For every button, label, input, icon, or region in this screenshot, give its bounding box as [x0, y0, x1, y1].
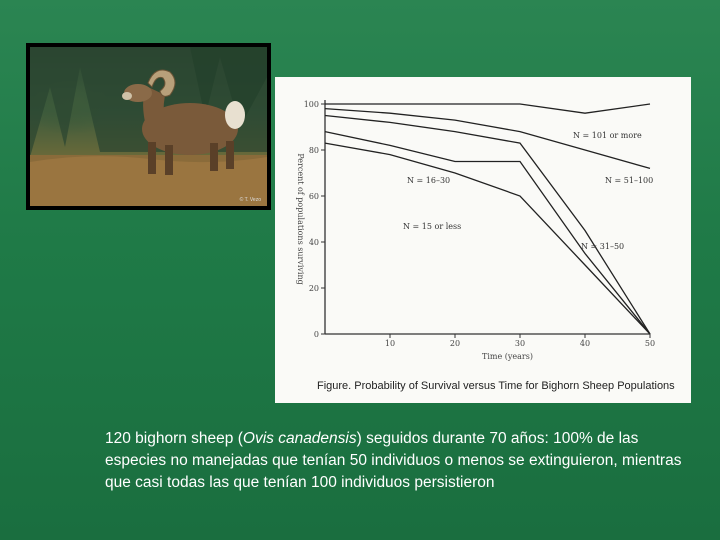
series-label: N = 101 or more [573, 131, 642, 140]
x-tick-label: 30 [515, 339, 525, 348]
bighorn-sheep-illustration [30, 47, 267, 206]
y-axis-label: Percent of populations surviving [296, 153, 305, 284]
series-label: N = 51–100 [605, 176, 653, 185]
series-label: N = 15 or less [403, 222, 461, 231]
y-tick-label: 80 [309, 146, 319, 155]
chart-axes [321, 100, 651, 338]
series-line [325, 103, 651, 114]
chart-labels: 0 20 40 60 80 100 10 20 30 40 50 Time (years) Percen… [296, 100, 675, 392]
survival-chart: 0 20 40 60 80 100 10 20 30 40 50 Time (years) Percen… [296, 100, 675, 392]
survival-chart-panel: 0 20 40 60 80 100 10 20 30 40 50 Time (years) Percen… [275, 77, 691, 403]
y-tick-label: 40 [309, 238, 319, 247]
x-tick-label: 50 [645, 339, 655, 348]
series-line [324, 114, 651, 335]
chart-title: Figure. Probability of Survival versus T… [317, 380, 675, 392]
x-axis-label: Time (years) [482, 352, 533, 361]
slide-caption: 120 bighorn sheep (Ovis canadensis) segu… [105, 428, 695, 494]
caption-text-before: 120 bighorn sheep ( [105, 430, 243, 447]
y-tick-label: 20 [309, 284, 319, 293]
caption-species: Ovis canadensis [242, 430, 357, 447]
y-tick-label: 60 [309, 192, 319, 201]
series-label: N = 31–50 [581, 242, 624, 251]
chart-series [324, 103, 651, 335]
x-tick-label: 10 [385, 339, 395, 348]
series-label: N = 16–30 [407, 176, 450, 185]
bighorn-sheep-photo-frame: © T. Vezo [26, 43, 271, 210]
x-tick-label: 20 [450, 339, 460, 348]
series-line [324, 130, 651, 335]
series-line [324, 142, 651, 335]
x-tick-label: 40 [580, 339, 590, 348]
photo-credit: © T. Vezo [239, 197, 261, 203]
y-tick-label: 100 [304, 100, 319, 109]
caption-text-after: ) seguidos durante 70 años: 100% de las … [105, 430, 682, 491]
y-tick-label: 0 [314, 330, 319, 339]
series-line [324, 107, 651, 170]
bighorn-sheep-photo: © T. Vezo [30, 47, 267, 206]
